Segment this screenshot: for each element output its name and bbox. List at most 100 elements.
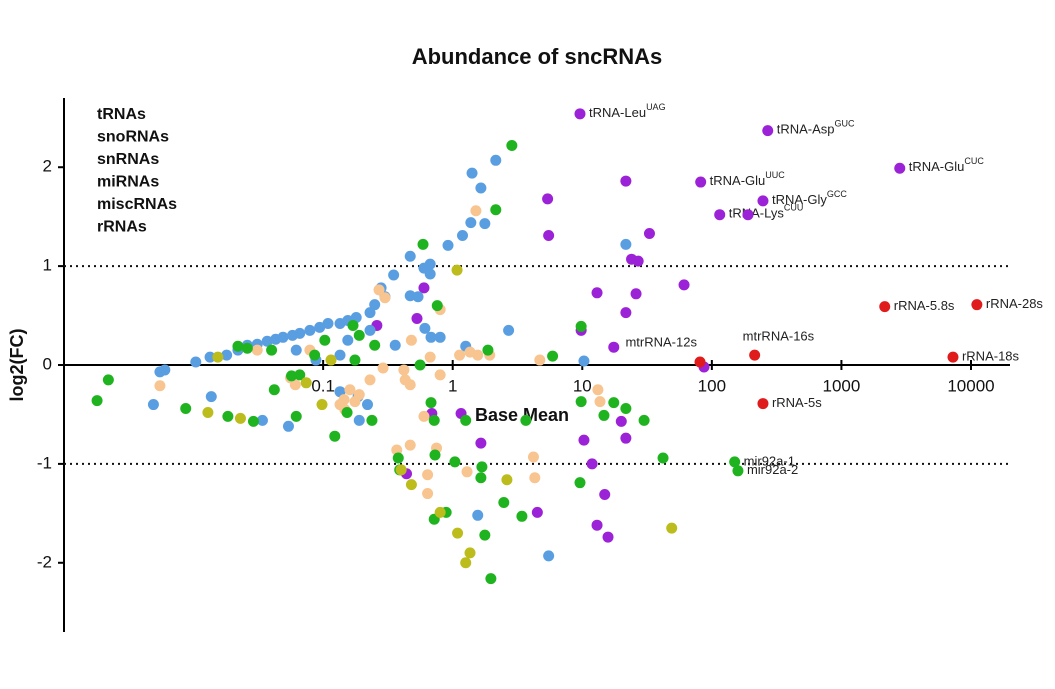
data-point	[657, 452, 669, 464]
data-point	[322, 317, 334, 329]
y-tick-label: 0	[43, 354, 52, 373]
data-point	[643, 227, 655, 239]
data-point	[475, 182, 487, 194]
data-point	[608, 341, 620, 353]
legend-entry: rRNAs	[97, 219, 147, 236]
data-point	[373, 284, 385, 296]
y-tick-label: 1	[43, 256, 52, 275]
point-label: rRNA-5.8s	[894, 298, 955, 313]
data-point	[454, 349, 466, 361]
data-point	[369, 299, 381, 311]
data-point	[638, 414, 650, 426]
data-point	[485, 573, 497, 585]
data-point	[429, 449, 441, 461]
legend-entry: snRNAs	[97, 151, 159, 168]
data-point	[464, 346, 476, 358]
data-point	[479, 218, 491, 230]
data-point	[506, 139, 518, 151]
data-point	[414, 359, 426, 371]
data-point	[457, 229, 469, 241]
x-tick-label: 100	[698, 376, 726, 395]
data-point	[377, 362, 389, 374]
data-point	[411, 313, 423, 325]
data-point	[425, 331, 437, 343]
data-point	[422, 469, 434, 481]
data-point	[482, 344, 494, 356]
data-point	[620, 403, 632, 415]
data-point	[602, 531, 614, 543]
data-point	[608, 397, 620, 409]
point-label: tRNA-AspGUC	[777, 119, 855, 137]
data-point	[666, 522, 678, 534]
data-point	[154, 380, 166, 392]
point-label-text: tRNA-Gly	[772, 192, 827, 207]
data-point	[472, 509, 484, 521]
data-point	[353, 414, 365, 426]
data-point	[615, 415, 627, 427]
data-point	[353, 389, 365, 401]
data-point	[762, 125, 774, 137]
data-point	[222, 410, 234, 422]
data-point	[947, 351, 959, 363]
data-point	[434, 506, 446, 518]
data-point	[574, 108, 586, 120]
data-point	[452, 527, 464, 539]
data-point	[404, 439, 416, 451]
data-point	[290, 410, 302, 422]
legend-entry: snoRNAs	[97, 129, 169, 146]
data-point	[268, 384, 280, 396]
data-point	[300, 377, 312, 389]
data-point	[221, 349, 233, 361]
point-label-sup: UAG	[646, 102, 666, 112]
data-point	[542, 193, 554, 205]
data-point	[490, 154, 502, 166]
data-point	[464, 547, 476, 559]
data-point	[334, 349, 346, 361]
data-point	[404, 379, 416, 391]
data-point	[425, 397, 437, 409]
data-point	[591, 519, 603, 531]
data-point	[501, 474, 513, 486]
legend-entry: tRNAs	[97, 106, 146, 123]
data-point	[714, 209, 726, 221]
data-point	[620, 432, 632, 444]
point-label: rRNA-5s	[772, 395, 822, 410]
y-tick-label: -1	[37, 453, 52, 472]
data-point	[290, 344, 302, 356]
data-point	[598, 409, 610, 421]
point-label: rRNA-28s	[986, 296, 1044, 311]
data-point	[334, 399, 346, 411]
data-point	[417, 238, 429, 250]
data-point	[465, 217, 477, 229]
data-point	[620, 175, 632, 187]
point-label-sup: CUU	[784, 203, 804, 213]
point-label: tRNA-LeuUAG	[589, 102, 666, 120]
data-point	[434, 369, 446, 381]
data-point	[304, 324, 316, 336]
data-point	[147, 399, 159, 411]
data-point	[286, 370, 298, 382]
data-point	[241, 342, 253, 354]
data-point	[449, 456, 461, 468]
data-point	[520, 414, 532, 426]
point-label: mir92a-2	[747, 462, 798, 477]
data-point	[388, 269, 400, 281]
data-point	[341, 406, 353, 418]
data-point	[325, 354, 337, 366]
data-point	[364, 374, 376, 386]
data-point	[694, 356, 706, 368]
data-point	[247, 415, 259, 427]
data-point	[475, 472, 487, 484]
data-point	[894, 162, 906, 174]
point-label-sup: GCC	[827, 189, 848, 199]
data-point	[364, 307, 376, 319]
data-point	[91, 395, 103, 407]
y-tick-label: -2	[37, 552, 52, 571]
x-axis-label: Base Mean	[475, 405, 569, 425]
data-point	[460, 414, 472, 426]
data-point	[202, 406, 214, 418]
data-point	[329, 430, 341, 442]
data-point	[732, 465, 744, 477]
data-point	[586, 458, 598, 470]
data-point	[395, 464, 407, 476]
